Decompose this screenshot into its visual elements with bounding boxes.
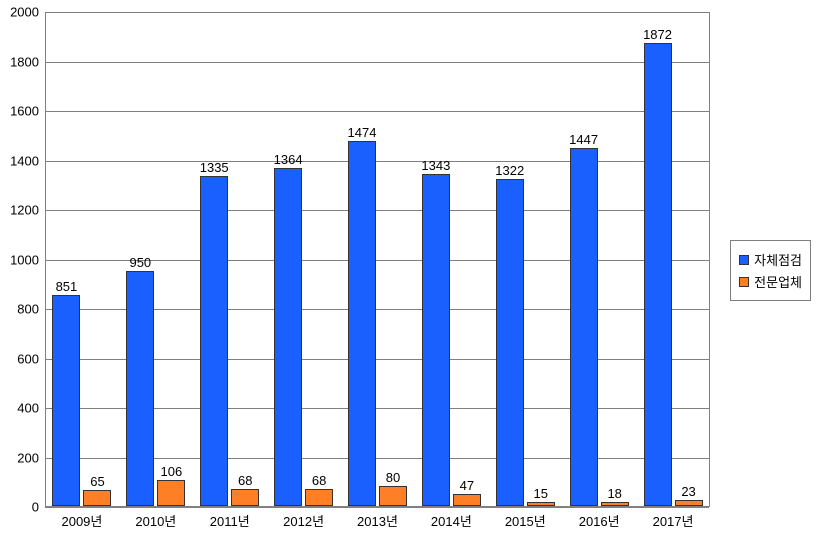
y-tick-label: 1400 (10, 153, 39, 168)
bar-value-label: 106 (160, 464, 182, 479)
bar-value-label: 80 (386, 470, 400, 485)
bar-자체점검 (496, 179, 524, 506)
x-tick-label: 2010년 (135, 511, 176, 530)
y-tick-label: 800 (17, 302, 39, 317)
bar-전문업체 (527, 502, 555, 506)
legend-label: 전문업체 (754, 272, 802, 291)
gridline (45, 111, 709, 112)
bar-value-label: 18 (607, 486, 621, 501)
bar-value-label: 68 (238, 473, 252, 488)
legend-swatch (739, 277, 749, 287)
bar-전문업체 (675, 500, 703, 506)
bar-전문업체 (231, 489, 259, 506)
legend-item: 전문업체 (739, 272, 802, 291)
y-tick-label: 200 (17, 450, 39, 465)
gridline (45, 62, 709, 63)
bar-자체점검 (200, 176, 228, 506)
y-tick-label: 2000 (10, 5, 39, 20)
legend-swatch (739, 255, 749, 265)
x-tick-label: 2009년 (61, 511, 102, 530)
legend-label: 자체점검 (754, 250, 802, 269)
gridline (45, 210, 709, 211)
bar-자체점검 (644, 43, 672, 506)
bar-자체점검 (126, 271, 154, 506)
chart-wrapper: 자체점검전문업체 0 200 400 600 800 1000 1200 1400 1600 18… (0, 0, 817, 540)
gridline (45, 161, 709, 162)
legend: 자체점검전문업체 (730, 240, 811, 301)
bar-value-label: 68 (312, 473, 326, 488)
bar-value-label: 1872 (643, 27, 672, 42)
bar-전문업체 (453, 494, 481, 506)
bar-value-label: 1364 (274, 152, 303, 167)
bar-전문업체 (157, 480, 185, 506)
bar-자체점검 (570, 148, 598, 506)
y-tick-label: 1800 (10, 54, 39, 69)
y-tick-label: 1200 (10, 203, 39, 218)
bar-자체점검 (52, 295, 80, 506)
bar-value-label: 950 (129, 255, 151, 270)
bar-자체점검 (274, 168, 302, 506)
bar-value-label: 851 (56, 279, 78, 294)
bar-value-label: 1474 (348, 125, 377, 140)
bar-전문업체 (379, 486, 407, 506)
gridline (45, 507, 709, 508)
bar-전문업체 (305, 489, 333, 506)
x-tick-label: 2016년 (579, 511, 620, 530)
bar-전문업체 (601, 502, 629, 506)
y-axis (45, 12, 46, 506)
gridline (45, 12, 709, 13)
bar-value-label: 47 (460, 478, 474, 493)
bar-전문업체 (83, 490, 111, 506)
y-tick-label: 400 (17, 401, 39, 416)
x-tick-label: 2015년 (505, 511, 546, 530)
x-tick-label: 2013년 (357, 511, 398, 530)
bar-value-label: 23 (681, 484, 695, 499)
y-tick-label: 1600 (10, 104, 39, 119)
bar-value-label: 1343 (421, 158, 450, 173)
bar-자체점검 (348, 141, 376, 506)
bar-자체점검 (422, 174, 450, 506)
x-tick-label: 2012년 (283, 511, 324, 530)
bar-value-label: 65 (90, 474, 104, 489)
y-tick-label: 600 (17, 351, 39, 366)
legend-item: 자체점검 (739, 250, 802, 269)
x-tick-label: 2014년 (431, 511, 472, 530)
bar-value-label: 1322 (495, 163, 524, 178)
bar-value-label: 1447 (569, 132, 598, 147)
y-tick-label: 0 (32, 500, 39, 515)
y-tick-label: 1000 (10, 252, 39, 267)
bar-value-label: 15 (534, 486, 548, 501)
x-tick-label: 2011년 (210, 511, 250, 530)
x-tick-label: 2017년 (653, 511, 694, 530)
bar-value-label: 1335 (200, 160, 229, 175)
